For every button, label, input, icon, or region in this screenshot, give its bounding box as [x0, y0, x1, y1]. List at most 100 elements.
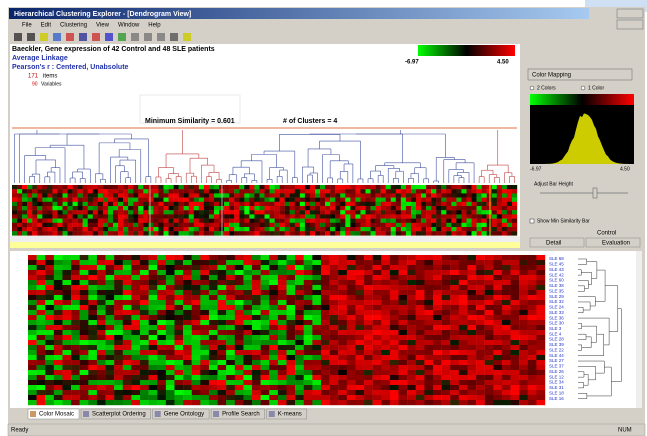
menu-item[interactable]: Edit	[41, 23, 52, 29]
checkbox[interactable]	[529, 218, 535, 224]
cell	[148, 310, 158, 316]
cell	[432, 350, 442, 356]
cell	[286, 400, 296, 406]
cell	[527, 340, 537, 346]
cell	[320, 265, 330, 271]
tab[interactable]	[210, 408, 266, 420]
tab[interactable]	[266, 408, 308, 420]
cell	[252, 325, 261, 331]
cell	[53, 275, 63, 281]
v-scroll[interactable]	[636, 251, 642, 408]
cell	[163, 206, 169, 211]
tool-button[interactable]	[53, 33, 61, 41]
cell	[450, 325, 460, 331]
menu-item[interactable]: Clustering	[60, 23, 87, 29]
tab[interactable]	[80, 408, 151, 420]
cell	[193, 206, 200, 211]
tool-button[interactable]	[131, 33, 139, 41]
cell	[165, 380, 175, 386]
cell	[260, 390, 270, 396]
tool-button[interactable]	[66, 33, 74, 41]
cell	[436, 210, 442, 215]
cell	[295, 360, 304, 366]
tab[interactable]	[27, 408, 80, 420]
cell	[398, 325, 408, 331]
window-buttons[interactable]	[616, 8, 644, 30]
tool-button[interactable]	[14, 33, 22, 41]
cell	[511, 218, 518, 223]
cell	[62, 310, 72, 316]
tool-button[interactable]	[40, 33, 48, 41]
cell	[432, 390, 442, 396]
cell	[234, 193, 240, 198]
tool-button[interactable]	[105, 33, 113, 41]
cell	[107, 222, 114, 228]
tab-label: Evaluation	[602, 241, 630, 247]
tab[interactable]	[152, 408, 210, 420]
cell	[277, 295, 287, 301]
tool-button[interactable]	[183, 33, 191, 41]
cell	[338, 335, 348, 341]
cell	[234, 290, 244, 296]
cell	[97, 197, 104, 202]
scale-max: 4.50	[497, 60, 509, 66]
tool-button[interactable]	[170, 33, 178, 41]
slider-thumb[interactable]	[592, 187, 598, 199]
cell	[289, 193, 295, 198]
cell	[118, 197, 124, 202]
cell	[163, 222, 169, 228]
cell	[286, 330, 296, 336]
cell	[148, 201, 154, 207]
cell	[360, 197, 366, 202]
cell	[456, 222, 462, 228]
cell	[165, 315, 175, 321]
cell	[208, 265, 218, 271]
tool-button[interactable]	[118, 33, 126, 41]
radio-1color[interactable]	[580, 85, 586, 91]
cell	[107, 201, 114, 207]
cell	[96, 400, 106, 406]
menu-item[interactable]: Window	[118, 23, 140, 29]
cell	[148, 305, 158, 311]
cell	[346, 330, 356, 336]
menu-item[interactable]: File	[22, 23, 32, 29]
radio-2colors[interactable]	[529, 85, 535, 91]
cell	[519, 370, 528, 376]
cell	[289, 218, 295, 223]
cell	[432, 265, 442, 271]
cell	[398, 320, 408, 326]
cell	[329, 355, 339, 361]
cell	[407, 370, 416, 376]
cell	[381, 335, 391, 341]
cell	[375, 227, 381, 232]
cell	[407, 255, 416, 261]
cell	[264, 206, 270, 211]
cell	[320, 185, 326, 190]
cell	[466, 201, 472, 207]
cell	[279, 201, 285, 207]
cell	[88, 270, 98, 276]
cell	[299, 197, 306, 202]
tool-button[interactable]	[144, 33, 152, 41]
cell	[105, 275, 115, 281]
cell	[340, 185, 346, 190]
cell	[416, 185, 422, 190]
tool-button[interactable]	[79, 33, 87, 41]
cell	[122, 335, 132, 341]
cell	[277, 315, 287, 321]
tool-button[interactable]	[157, 33, 165, 41]
cell	[243, 365, 253, 371]
cell	[415, 400, 425, 406]
cell	[165, 270, 175, 276]
tool-button[interactable]	[27, 33, 35, 41]
cell	[105, 290, 115, 296]
menu-item[interactable]: Help	[148, 23, 161, 29]
cell	[338, 285, 348, 291]
cell	[312, 365, 322, 371]
color-mapping-button[interactable]	[527, 68, 633, 81]
tool-button[interactable]	[92, 33, 100, 41]
tab[interactable]	[529, 237, 585, 248]
menu-item[interactable]: View	[96, 23, 110, 29]
h-scroll[interactable]	[10, 236, 520, 242]
tab[interactable]	[585, 237, 641, 248]
